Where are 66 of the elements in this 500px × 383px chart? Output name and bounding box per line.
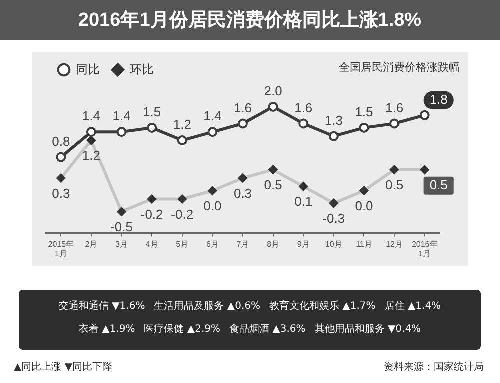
text: 医疗保健 ▲2.9% (144, 322, 220, 336)
x-tick-label: 2015年 1月 (48, 240, 74, 258)
data-label: 0.5 (264, 177, 282, 192)
data-label: 1.4 (204, 108, 222, 124)
text: 生活用品及服务 ▲0.6% (154, 300, 260, 313)
data-label: -0.5 (110, 219, 133, 234)
legend-label: 环比 (130, 62, 154, 76)
data-label: 0.3 (234, 186, 252, 201)
data-label: -0.3 (322, 211, 346, 226)
data-label: 1.4 (82, 108, 100, 124)
x-tick-label: 3月 (116, 240, 128, 249)
text: 食品烟酒 ▲3.6% (230, 322, 306, 336)
x-tick-label: 11月 (356, 240, 372, 249)
point (298, 118, 309, 129)
point (359, 122, 370, 133)
x-tick-label: 9月 (297, 240, 310, 249)
text: 资料来源：国家统计局 (384, 362, 484, 373)
point (177, 136, 188, 146)
data-label: 1.5 (355, 104, 374, 120)
x-tick-label: 7月 (236, 240, 250, 249)
data-label: 1.2 (82, 148, 100, 164)
point (208, 127, 218, 138)
data-label: 0.1 (294, 194, 313, 210)
x-tick-label: 4月 (146, 240, 158, 249)
text: 教育文化和娱乐 ▲1.7% (270, 300, 376, 313)
text: 居住 ▲1.4% (384, 300, 442, 313)
data-label: 0.8 (52, 134, 70, 149)
data-label: -0.2 (171, 206, 194, 222)
data-label: 0.5 (430, 177, 448, 192)
data-label: 1.5 (143, 104, 162, 120)
chart-title: 2016年1月份居民消费价格同比上涨1.8% (0, 0, 500, 40)
x-tick-label: 2016年 1月 (412, 240, 438, 258)
text: 交通和通信 ▼1.6% (58, 300, 146, 313)
data-label: 1.4 (112, 108, 131, 124)
data-label: 1.3 (324, 112, 343, 128)
data-label: 0.0 (204, 198, 222, 214)
point (147, 122, 158, 133)
point (238, 118, 248, 129)
point (420, 110, 430, 120)
x-tick-label: 5月 (176, 240, 189, 249)
x-tick-label: 10月 (325, 240, 342, 249)
x-tick-label: 8月 (267, 240, 280, 249)
x-tick-label: 6月 (206, 240, 219, 249)
data-label: 0.0 (355, 198, 374, 214)
data-label: 1.8 (430, 92, 448, 107)
data-label: 1.2 (173, 117, 192, 132)
data-label: 2.0 (264, 84, 282, 99)
data-label: 1.6 (294, 100, 313, 116)
chart-subtitle: 全国居民消费价格涨跌幅 (339, 60, 460, 75)
data-label: 1.6 (386, 100, 404, 116)
x-tick-label: 12月 (386, 240, 403, 249)
point (56, 152, 66, 162)
point (268, 102, 278, 112)
point (86, 127, 96, 138)
point (116, 127, 127, 138)
data-label: -0.2 (140, 206, 164, 222)
data-label: 0.5 (386, 177, 404, 192)
data-label: 1.6 (234, 100, 252, 116)
point (328, 131, 339, 142)
point (390, 118, 400, 129)
x-tick-label: 2月 (85, 240, 98, 249)
legend-label: 同比 (76, 62, 100, 76)
data-label: 0.3 (52, 186, 70, 201)
text: ▲同比上涨 ▼同比下降 (14, 362, 113, 373)
text: 其他用品和服务 ▼0.4% (314, 322, 422, 336)
text: 衣着 ▲1.9% (78, 322, 136, 336)
